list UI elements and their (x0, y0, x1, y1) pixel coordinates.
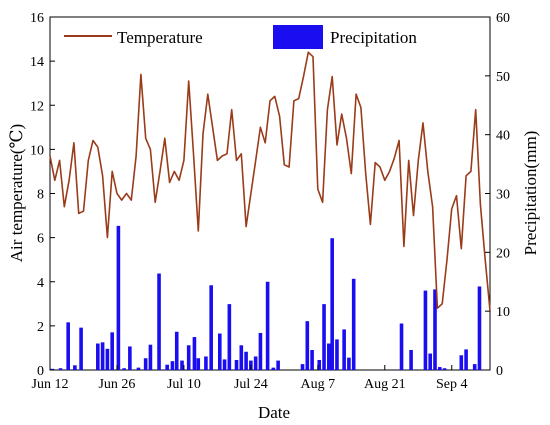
precipitation-bar (204, 356, 208, 370)
precipitation-bar (442, 368, 447, 370)
precipitation-bar (73, 365, 77, 370)
precipitation-bar (100, 342, 105, 370)
precipitation-bar (347, 357, 351, 370)
precipitation-bar (239, 345, 244, 370)
right-tick-label: 40 (496, 129, 510, 144)
precipitation-bar (472, 364, 477, 370)
precipitation-bar (258, 332, 263, 370)
precipitation-bar (180, 360, 184, 370)
x-axis-ticks: Jun 12 Jun 26 Jul 10 Jul 24 Aug 7 Aug 21 Sep 4 (32, 365, 468, 392)
right-axis-ticks: 0 10 20 30 40 50 60 (485, 11, 510, 379)
precipitation-bar (122, 368, 126, 370)
precipitation-bar (423, 290, 428, 370)
precipitation-bar (253, 356, 258, 370)
precipitation-bar (50, 368, 55, 370)
legend-temperature-label: Temperature (117, 28, 203, 47)
left-tick-label: 14 (30, 55, 44, 70)
temperature-series (49, 51, 491, 311)
left-tick-label: 6 (37, 232, 44, 247)
legend: Temperature Precipitation (64, 25, 417, 49)
precipitation-bar (170, 361, 175, 370)
precipitation-bar (128, 346, 132, 370)
left-tick-label: 12 (30, 99, 44, 114)
precipitation-bar (174, 331, 179, 370)
precipitation-bar (165, 364, 169, 370)
y-right-axis-title: Precipitation(mm) (521, 131, 540, 256)
right-tick-label: 50 (496, 70, 510, 85)
precipitation-bar (351, 278, 356, 370)
legend-precipitation-label: Precipitation (330, 28, 417, 47)
x-tick-label: Aug 7 (301, 377, 336, 392)
x-tick-label: Aug 21 (364, 377, 406, 392)
precipitation-bar (110, 332, 114, 370)
precipitation-bar (58, 368, 63, 370)
left-tick-label: 0 (37, 364, 44, 379)
precipitation-bar (335, 339, 339, 370)
y-left-axis-title: Air temperature(℃) (7, 124, 26, 262)
right-tick-label: 20 (496, 246, 510, 261)
precipitation-bar (157, 273, 161, 370)
precipitation-bar (79, 327, 83, 370)
precipitation-bar (116, 225, 121, 370)
precipitation-bar (437, 367, 442, 370)
left-tick-label: 8 (37, 188, 44, 203)
precipitation-bar (192, 337, 197, 370)
precipitation-bar (96, 343, 100, 370)
precipitation-bar (305, 321, 310, 370)
precipitation-bar (209, 285, 213, 370)
precipitation-bar (276, 360, 280, 370)
right-tick-label: 0 (496, 364, 503, 379)
x-tick-label: Jun 12 (32, 377, 69, 392)
x-tick-label: Jul 10 (167, 377, 201, 392)
precipitation-bar (459, 355, 464, 370)
left-tick-label: 4 (37, 276, 44, 291)
left-axis-ticks: 0 2 4 6 8 10 12 14 16 (30, 11, 55, 379)
x-axis-title: Date (258, 403, 290, 422)
precipitation-bar (66, 322, 70, 370)
precipitation-bar (136, 367, 141, 370)
precipitation-bar (265, 281, 270, 370)
precipitation-bar (222, 359, 227, 370)
temperature-line (49, 51, 491, 311)
precipitation-bar (327, 343, 331, 370)
precipitation-bar (464, 349, 468, 370)
x-tick-label: Sep 4 (436, 377, 468, 392)
precipitation-bar (148, 344, 153, 370)
precipitation-bar (342, 329, 346, 370)
left-tick-label: 2 (37, 320, 44, 335)
precipitation-bar (271, 367, 276, 370)
precipitation-bar (317, 359, 322, 370)
right-tick-label: 60 (496, 11, 510, 26)
right-tick-label: 30 (496, 188, 510, 203)
left-tick-label: 10 (30, 143, 44, 158)
x-tick-label: Jun 26 (98, 377, 135, 392)
precipitation-bar (105, 348, 110, 370)
left-tick-label: 16 (30, 11, 44, 26)
precipitation-bar (330, 238, 334, 370)
precipitation-bar (244, 351, 248, 370)
precipitation-bar (217, 333, 222, 370)
right-tick-label: 10 (496, 305, 510, 320)
precipitation-bar (409, 349, 413, 370)
precipitation-bar (234, 359, 239, 370)
precipitation-bar (300, 364, 305, 370)
precipitation-bar (433, 289, 437, 370)
precipitation-bar (322, 304, 326, 370)
precipitation-bar (227, 304, 232, 370)
precipitation-bar (186, 345, 191, 370)
precipitation-bar (428, 353, 433, 370)
precipitation-bar (399, 323, 404, 370)
x-tick-label: Jul 24 (234, 377, 268, 392)
legend-precipitation-swatch (273, 25, 323, 49)
precipitation-bars (50, 225, 482, 370)
precipitation-bar (196, 358, 201, 370)
precipitation-bar (310, 349, 314, 370)
precipitation-bar (477, 286, 482, 370)
precipitation-bar (143, 358, 148, 370)
